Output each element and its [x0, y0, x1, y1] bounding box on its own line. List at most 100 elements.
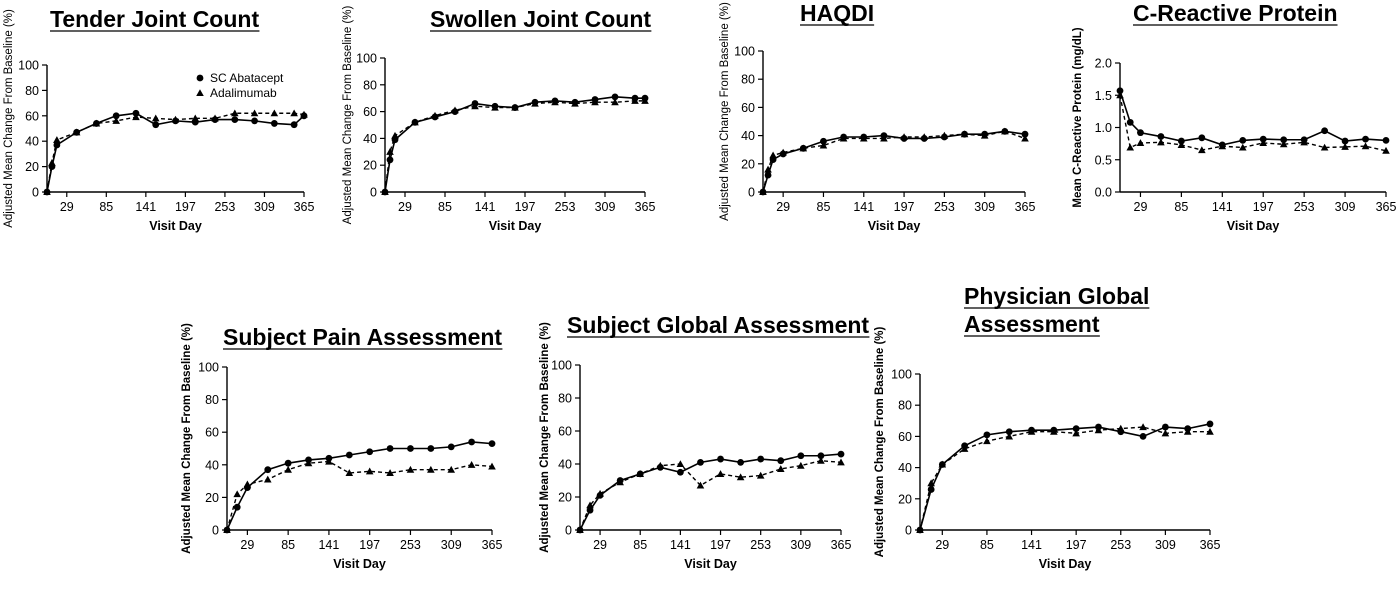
data-point-adalimumab [171, 115, 180, 123]
x-tick-label: 197 [515, 200, 536, 214]
data-point-abatacept [737, 458, 745, 466]
data-point-abatacept [676, 468, 684, 476]
data-point-abatacept [251, 117, 258, 125]
data-point-adalimumab [1177, 141, 1186, 148]
data-point-adalimumab [1183, 427, 1192, 435]
data-point-adalimumab [769, 151, 777, 159]
x-tick-label: 309 [441, 538, 462, 552]
y-tick-label: 20 [558, 491, 572, 505]
data-point-abatacept [927, 486, 935, 493]
y-axis-label: Adjusted Mean Change From Baseline (%) [3, 9, 15, 228]
data-point-adalimumab [776, 465, 785, 472]
data-point-adalimumab [345, 469, 354, 476]
data-point-adalimumab [656, 461, 665, 469]
legend-label-adalimumab: Adalimumab [210, 86, 277, 100]
y-tick-label: 60 [205, 426, 219, 440]
y-tick-label: 80 [25, 84, 39, 98]
y-tick-label: 100 [198, 361, 219, 375]
data-point-adalimumab [611, 98, 619, 106]
data-point-abatacept [1382, 137, 1390, 144]
data-point-adalimumab [938, 460, 947, 468]
y-tick-label: 20 [205, 491, 219, 505]
data-point-adalimumab [837, 458, 845, 466]
x-tick-label: 197 [710, 538, 731, 552]
data-point-abatacept [1280, 136, 1288, 144]
series-line-abatacept [919, 423, 1211, 531]
data-point-adalimumab [636, 470, 645, 477]
x-tick-label: 253 [750, 538, 771, 552]
y-tick-label: 60 [25, 109, 39, 123]
x-tick-label: 141 [1021, 538, 1042, 552]
data-point-adalimumab [616, 478, 624, 486]
x-tick-label: 29 [593, 538, 607, 552]
series-line-adalimumab [226, 460, 493, 531]
data-point-adalimumab [112, 117, 120, 124]
data-point-abatacept [284, 459, 292, 467]
y-tick-label: 0 [565, 524, 572, 538]
data-point-adalimumab [576, 526, 584, 534]
data-point-abatacept [837, 450, 845, 458]
data-point-adalimumab [920, 133, 929, 141]
x-axis-label: Visit Day [1227, 219, 1280, 233]
data-point-adalimumab [1206, 427, 1214, 435]
y-tick-label: 0.5 [1095, 153, 1112, 167]
x-tick-label: 365 [635, 200, 656, 214]
data-point-adalimumab [233, 490, 241, 498]
data-point-adalimumab [900, 133, 908, 141]
data-point-abatacept [488, 440, 496, 448]
data-point-adalimumab [411, 118, 419, 126]
y-tick-label: 60 [898, 430, 912, 444]
data-point-abatacept [757, 455, 765, 463]
data-point-abatacept [817, 452, 825, 460]
data-point-adalimumab [451, 106, 459, 114]
data-point-adalimumab [586, 501, 594, 509]
legend-marker-abatacept [196, 74, 204, 82]
data-point-adalimumab [1027, 427, 1036, 435]
data-point-adalimumab [48, 158, 56, 166]
x-tick-label: 253 [1110, 538, 1131, 552]
x-tick-label: 29 [60, 200, 74, 214]
y-tick-label: 100 [356, 52, 377, 66]
data-point-abatacept [366, 448, 374, 456]
data-point-abatacept [270, 120, 278, 127]
data-point-abatacept [611, 93, 619, 101]
y-tick-label: 40 [363, 132, 377, 146]
x-tick-label: 85 [980, 538, 994, 552]
data-point-adalimumab [960, 445, 969, 452]
x-tick-label: 365 [1015, 200, 1036, 214]
data-point-abatacept [1126, 118, 1134, 126]
data-point-adalimumab [1320, 143, 1329, 151]
x-tick-label: 29 [1134, 200, 1148, 214]
data-point-abatacept [1072, 425, 1080, 432]
y-axis-label: Adjusted Mean Change From Baseline (%) [874, 326, 886, 557]
y-tick-label: 80 [205, 393, 219, 407]
y-tick-label: 40 [205, 458, 219, 472]
y-tick-label: 0.0 [1095, 186, 1112, 200]
x-tick-label: 253 [214, 200, 235, 214]
x-tick-label: 365 [294, 200, 315, 214]
data-point-abatacept [1362, 135, 1369, 143]
y-tick-label: 20 [898, 492, 912, 506]
y-tick-label: 80 [741, 73, 755, 87]
chart-title: HAQDI [800, 0, 874, 26]
data-point-adalimumab [1094, 426, 1103, 434]
data-point-adalimumab [759, 188, 767, 196]
series-line-abatacept [384, 96, 645, 193]
data-point-adalimumab [1116, 91, 1124, 99]
data-point-adalimumab [960, 130, 969, 138]
data-point-adalimumab [427, 465, 435, 473]
data-point-abatacept [1321, 127, 1329, 135]
x-tick-label: 365 [482, 538, 503, 552]
data-point-adalimumab [779, 148, 787, 156]
chart-title: Subject Pain Assessment [223, 324, 502, 350]
data-point-adalimumab [72, 128, 81, 136]
chart-title: Assessment [964, 311, 1100, 337]
y-axis-label: Adjusted Mean Change From Baseline (%) [342, 6, 354, 225]
y-tick-label: 1.0 [1095, 121, 1112, 135]
series-line-adalimumab [384, 100, 645, 193]
x-tick-label: 253 [555, 200, 576, 214]
data-point-abatacept [1005, 428, 1013, 436]
data-point-adalimumab [1157, 138, 1165, 146]
data-point-adalimumab [1001, 127, 1009, 135]
